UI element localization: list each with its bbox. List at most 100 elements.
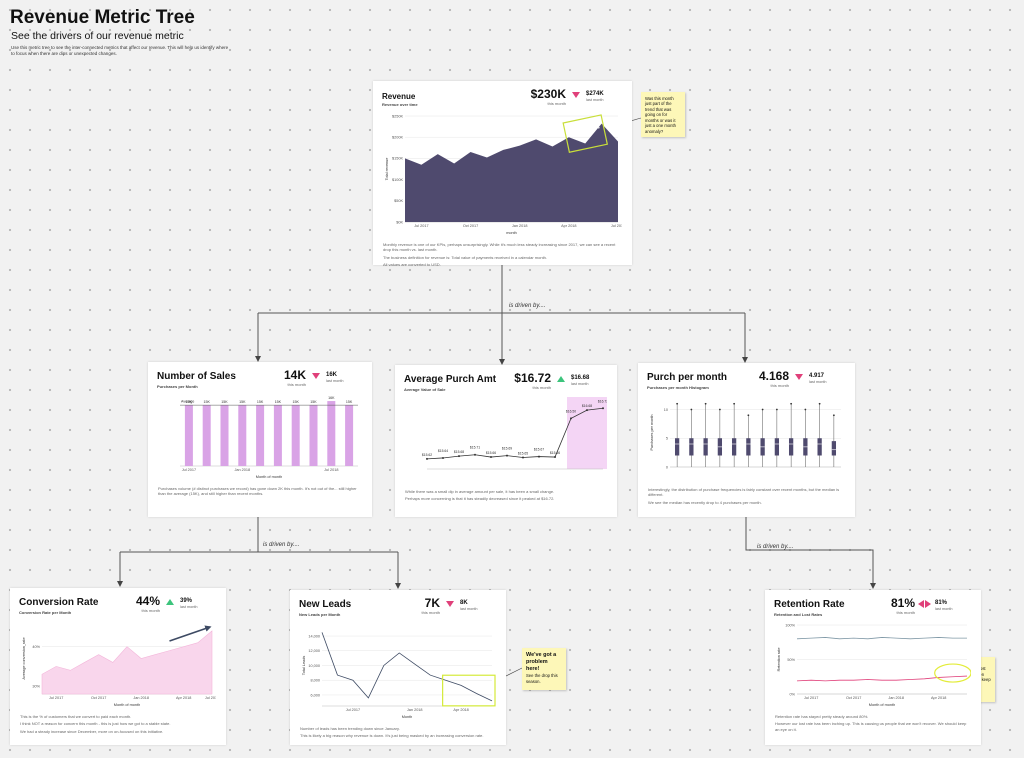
annotation-arrow <box>169 625 212 642</box>
x-tick-label: Oct 2017 <box>463 224 478 228</box>
box-body <box>817 438 822 456</box>
box-max <box>676 402 679 405</box>
note: We see the median has recently drop to 4… <box>648 499 762 505</box>
value-label: 15K <box>203 400 210 404</box>
trend-arrow <box>918 600 924 608</box>
value-label: 15K <box>292 400 299 404</box>
value-label: 15K <box>221 400 228 404</box>
y-tick-label: $150K <box>392 157 403 161</box>
value-label: $15.71 <box>470 446 480 450</box>
box-max <box>690 408 693 411</box>
kpi-previous-caption: last month <box>460 607 478 611</box>
card-title: Retention Rate <box>774 599 845 610</box>
mini-chart: 0 5 10 Purchases per month <box>650 402 841 469</box>
kpi-caption: this month <box>141 608 160 613</box>
kpi-caption: this month <box>770 383 789 388</box>
y-tick-label: 12,000 <box>308 649 320 653</box>
x-tick-label: Jan 2018 <box>888 696 904 700</box>
box-body <box>674 438 680 456</box>
kpi-value: 7K <box>424 596 440 610</box>
bar <box>273 405 282 466</box>
card-title: Revenue <box>382 92 416 101</box>
x-axis-title: Month of month <box>869 703 895 707</box>
bar <box>184 405 193 466</box>
box-max <box>733 402 736 405</box>
kpi-caption: this month <box>421 610 440 615</box>
x-tick-label: Jul 2018 <box>324 468 338 472</box>
y-tick-label: 50% <box>787 658 795 662</box>
mini-chart: $15.62 $15.64 $15.68 $15.71 $15.66 $15.69 $15.… <box>422 397 607 470</box>
kpi-previous: 81% <box>935 600 948 606</box>
x-axis-title: Month of month <box>114 703 140 707</box>
kpi-value: 81% <box>890 596 915 610</box>
edge-label: is driven by.... <box>509 303 546 309</box>
value-label: $15.67 <box>534 448 544 452</box>
x-tick-label: Jan 2018 <box>234 468 250 472</box>
card-subtitle: Purchases per Month <box>157 384 198 389</box>
value-label: 15K <box>346 400 353 404</box>
value-label: $15.62 <box>422 453 432 457</box>
box-max <box>804 408 807 411</box>
series-line <box>796 637 967 640</box>
y-axis-title: Total Leads <box>302 656 306 676</box>
edge-label: is driven by.... <box>263 542 300 548</box>
y-tick-label: 8,000 <box>310 679 320 683</box>
edge-label: is driven by.... <box>757 544 794 550</box>
y-axis-title: Purchases per month <box>650 414 654 450</box>
kpi-caption: this month <box>287 382 306 387</box>
value-label: $16.50 <box>566 409 576 413</box>
x-tick-label: Oct 2017 <box>91 696 106 700</box>
kpi-previous-caption: last month <box>326 379 344 383</box>
kpi-value: 4.168 <box>758 369 789 383</box>
card-subtitle: Revenue over time <box>382 102 418 107</box>
trend-arrow <box>166 599 174 605</box>
value-label: $15.68 <box>454 450 464 454</box>
bar <box>291 405 300 466</box>
page-description: Use this metric tree to see the inter-co… <box>11 45 229 57</box>
point <box>570 417 572 420</box>
bar <box>220 405 229 466</box>
card-notes: Retention rate has stayed pretty steady … <box>775 714 967 734</box>
point <box>490 456 492 459</box>
mini-chart: Jul 2017 Jan 2018 Jul 2018 Month of month 15… <box>180 396 358 479</box>
y-tick-label: $100K <box>392 178 403 182</box>
bar <box>345 405 354 466</box>
point <box>458 455 460 458</box>
box-max <box>832 414 835 417</box>
mini-chart: 30% 40% Jul 2017 Oct 2017 Jan 2018 Apr 2018 Ju… <box>22 625 216 707</box>
y-tick-label: 0% <box>790 692 796 696</box>
mini-chart: $0K $50K $100K $150K $200K $250K Jul 2017 Oct 2… <box>385 114 622 235</box>
box-body <box>788 438 794 456</box>
value-label: $16.72 <box>598 399 607 403</box>
box-max <box>775 408 778 411</box>
x-tick-label: Jul 2017 <box>414 224 428 228</box>
note: Monthly revenue is one of our KPIs, perh… <box>383 242 616 253</box>
metric-card: Purch per month Purchases per month Histo… <box>638 363 855 517</box>
note: The business definition for revenue is: … <box>383 254 548 260</box>
highlight-circle <box>934 663 971 683</box>
point <box>586 409 588 412</box>
kpi-previous: $274K <box>586 91 604 97</box>
kpi-caption: this month <box>532 385 551 390</box>
mini-chart: 0% 50% 100% Jul 2017 Oct 2017 Jan 2018 Apr 201… <box>777 623 971 707</box>
card-notes: While there was a small dip in average a… <box>405 489 603 504</box>
page-subtitle: See the drivers of our revenue metric <box>11 30 184 42</box>
point <box>554 456 556 459</box>
area <box>41 630 213 695</box>
x-tick-label: Apr 2018 <box>176 696 191 700</box>
value-label: $15.65 <box>518 452 528 456</box>
highlight-band <box>567 397 607 469</box>
x-tick-label: Jul 2017 <box>49 696 63 700</box>
kpi-value: $16.72 <box>514 371 551 385</box>
card-subtitle: Retention and Lost Rates <box>774 612 823 617</box>
kpi-previous-caption: last month <box>809 380 827 384</box>
x-tick-label: Jul 2017 <box>804 696 818 700</box>
x-axis-title: month <box>506 231 517 235</box>
box-body <box>689 438 694 456</box>
box-body <box>731 438 737 456</box>
metric-card: Number of Sales Purchases per Month 14K thi… <box>148 362 372 517</box>
metric-card: Average Purch Amt Average Value of Sale $1… <box>395 365 617 517</box>
point <box>602 407 604 410</box>
